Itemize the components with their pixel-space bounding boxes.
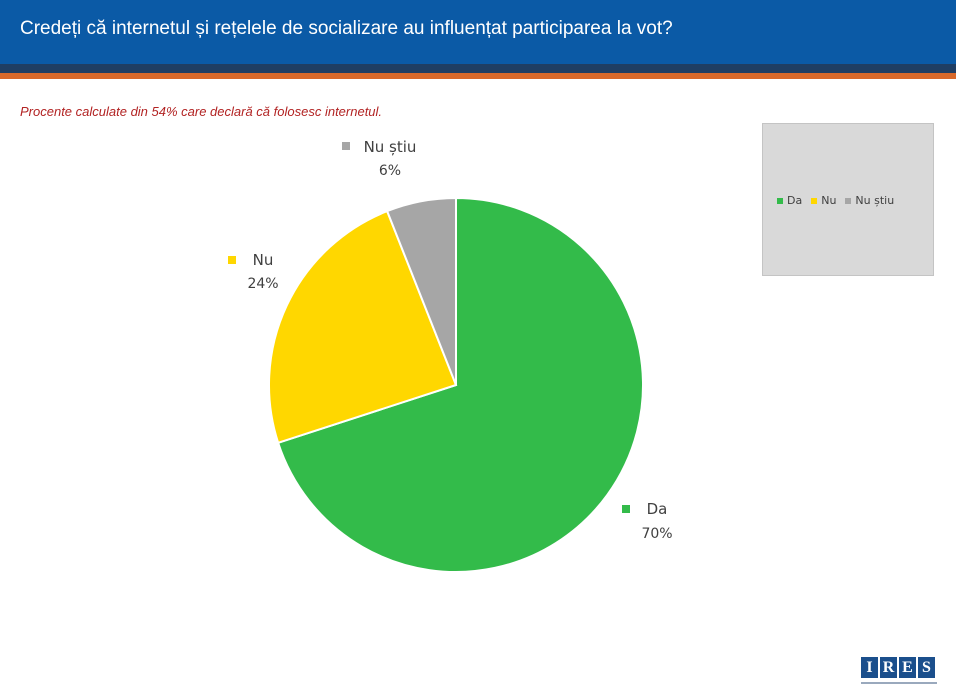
legend-label-nu: Nu [821,194,837,207]
pie-slice-nu-stiu [385,196,457,386]
legend-item-nu: Nu [811,194,836,207]
header-bar: Credeți că internetul și rețelele de soc… [0,0,956,64]
data-label-category-nu: Nu [253,251,274,269]
header-stripe-dark [0,64,956,73]
chart-subtitle: Procente calculate din 54% care declară … [20,104,383,119]
legend-item-da: Da [777,194,802,207]
data-label-marker-nu-stiu [342,142,350,150]
logo-letter-e: E [899,657,916,678]
logo-letter-i: I [861,657,878,678]
data-label-marker-nu [228,256,236,264]
data-label-category-nu-stiu: Nu știu [364,138,417,156]
page-title: Credeți că internetul și rețelele de soc… [20,18,673,39]
logo-letter-s: S [918,657,935,678]
data-label-value-nu-stiu: 6% [379,163,401,179]
legend-label-da: Da [787,194,803,207]
data-label-value-da: 70% [641,526,672,542]
data-label-value-nu: 24% [247,276,278,292]
legend-items: Da Nu Nu știu [777,194,894,207]
data-label-marker-da [622,505,630,513]
logo-underline [861,682,937,684]
legend-swatch-da [777,197,783,204]
chart-legend: Da Nu Nu știu [762,123,934,276]
legend-swatch-nu-stiu [845,197,852,204]
data-label-category-da: Da [647,500,668,518]
pie-slice-da [276,196,644,573]
legend-item-nu-stiu: Nu știu [845,194,894,207]
legend-label-nu-stiu: Nu știu [855,194,895,207]
logo-letter-r: R [880,657,897,678]
legend-swatch-nu [811,197,818,204]
header-stripe-orange [0,73,956,79]
